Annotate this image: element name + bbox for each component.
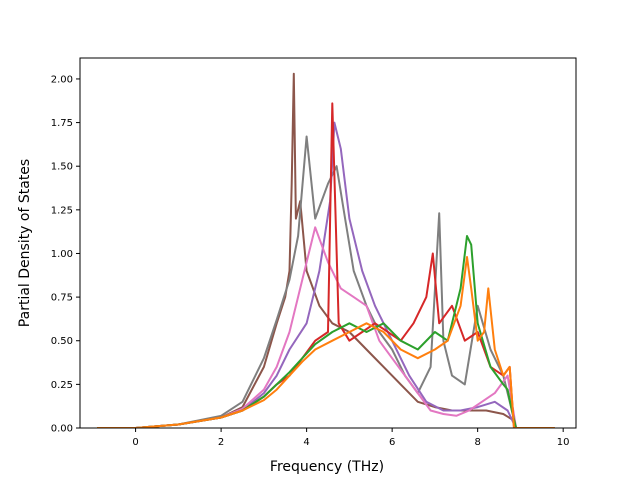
x-tick-label: 10 [557, 437, 570, 448]
y-tick-label: 0.75 [51, 293, 73, 304]
series-line-4 [97, 226, 555, 428]
y-axis-label: Partial Density of States [17, 159, 33, 327]
x-tick-label: 4 [303, 437, 309, 448]
x-tick-label: 0 [132, 437, 138, 448]
series-line-6 [97, 235, 555, 428]
y-tick-label: 0.25 [51, 380, 73, 391]
plot-frame [79, 57, 577, 429]
series-line-7 [97, 256, 555, 428]
series-line-1 [97, 72, 555, 428]
y-axis-ticks: 0.00 0.25 0.50 0.75 1.00 1.25 1.50 1.75 2.00 [51, 74, 80, 435]
y-tick-label: 0.00 [51, 424, 73, 435]
series-lines [97, 72, 555, 428]
x-tick-label: 6 [389, 437, 395, 448]
y-tick-label: 1.00 [51, 249, 73, 260]
y-tick-label: 0.50 [51, 336, 73, 347]
y-tick-label: 1.75 [51, 118, 73, 129]
x-tick-label: 2 [218, 437, 224, 448]
y-tick-label: 1.50 [51, 162, 73, 173]
series-line-5 [97, 102, 555, 428]
x-tick-label: 8 [474, 437, 480, 448]
x-axis-ticks: 0 2 4 6 8 10 [132, 428, 570, 448]
y-tick-label: 2.00 [51, 74, 73, 85]
y-tick-label: 1.25 [51, 205, 73, 216]
series-line-2 [97, 135, 555, 428]
axes-box [79, 57, 577, 429]
x-axis-label: Frequency (THz) [270, 459, 384, 475]
series-line-3 [97, 121, 555, 428]
